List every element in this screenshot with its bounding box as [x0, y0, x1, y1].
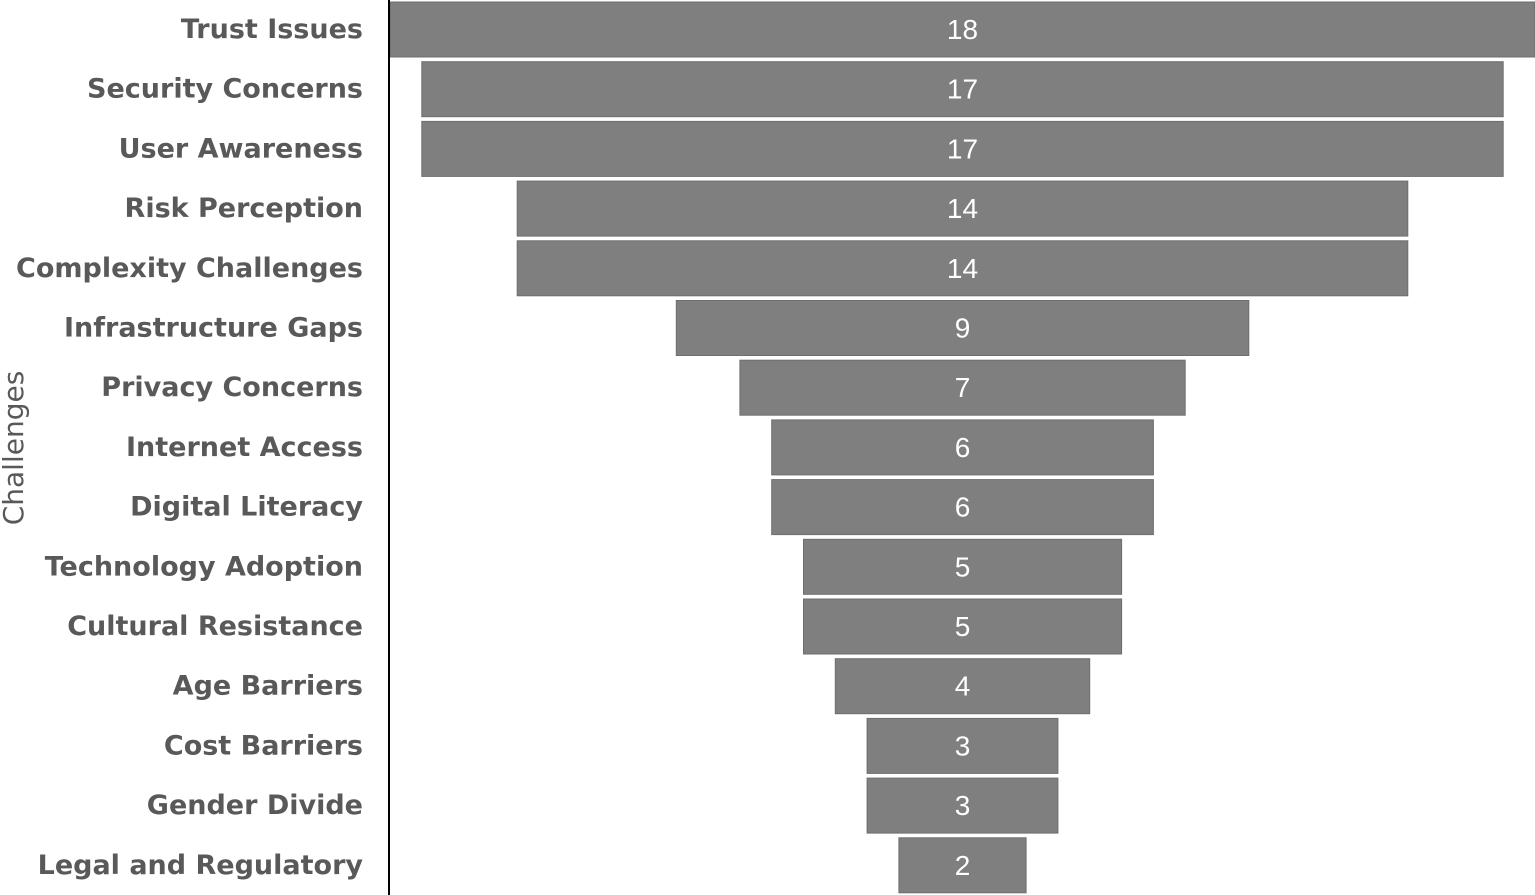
category-tick-label: User Awareness — [119, 133, 363, 164]
bar-4 — [516, 240, 1409, 297]
bar-value-label: 7 — [955, 372, 971, 403]
bar-value-label: 5 — [955, 611, 971, 642]
bar-13 — [866, 777, 1059, 834]
category-tick-label: Risk Perception — [125, 193, 363, 224]
bar-7 — [771, 419, 1154, 476]
bar-14 — [898, 837, 1027, 894]
bar-value-label: 2 — [955, 850, 971, 881]
category-tick-label: Cultural Resistance — [67, 611, 363, 642]
category-tick-label: Cost Barriers — [164, 730, 363, 761]
bar-1 — [421, 61, 1504, 118]
bar-value-label: 14 — [947, 253, 978, 284]
bar-value-label: 17 — [947, 133, 978, 164]
bar-value-label: 14 — [947, 193, 978, 224]
y-axis-title: Challenges — [0, 371, 30, 526]
bar-value-label: 6 — [955, 432, 971, 463]
category-tick-label: Privacy Concerns — [101, 372, 363, 403]
bar-9 — [803, 538, 1123, 595]
bar-12 — [866, 717, 1059, 774]
category-labels: Trust Issues Security Concerns User Awaren… — [16, 14, 363, 881]
bar-value-label: 3 — [955, 790, 971, 821]
category-tick-label: Complexity Challenges — [16, 253, 363, 284]
category-tick-label: Trust Issues — [181, 14, 363, 45]
bar-value-label: 3 — [955, 730, 971, 761]
bar-value-label: 5 — [955, 551, 971, 582]
bar-value-label: 9 — [955, 313, 971, 344]
bar-5 — [675, 300, 1250, 356]
category-tick-label: Legal and Regulatory — [38, 850, 364, 881]
bar-2 — [421, 120, 1504, 177]
bar-0 — [389, 1, 1535, 58]
category-tick-label: Digital Literacy — [130, 492, 363, 523]
bars-layer: 18 17 17 14 14 9 7 6 6 5 5 4 3 3 2 — [389, 1, 1535, 894]
bar-10 — [803, 598, 1123, 655]
bar-value-label: 4 — [955, 671, 971, 702]
bar-3 — [516, 180, 1409, 237]
category-tick-label: Infrastructure Gaps — [64, 313, 363, 344]
bar-value-label: 18 — [947, 14, 978, 45]
category-tick-label: Age Barriers — [173, 671, 363, 702]
bar-6 — [739, 359, 1186, 416]
category-tick-label: Technology Adoption — [45, 551, 363, 582]
bar-value-label: 17 — [947, 74, 978, 105]
bar-8 — [771, 479, 1154, 536]
category-tick-label: Gender Divide — [147, 790, 363, 821]
bar-value-label: 6 — [955, 492, 971, 523]
category-tick-label: Security Concerns — [87, 74, 363, 105]
bar-11 — [834, 658, 1091, 715]
category-tick-label: Internet Access — [126, 432, 363, 463]
